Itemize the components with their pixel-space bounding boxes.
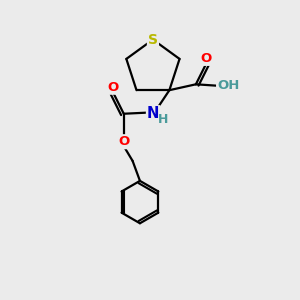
Text: OH: OH: [217, 79, 239, 92]
Text: O: O: [108, 81, 119, 94]
Text: O: O: [201, 52, 212, 65]
Text: S: S: [148, 33, 158, 46]
Text: H: H: [158, 113, 168, 126]
Text: O: O: [118, 135, 129, 148]
Text: N: N: [147, 106, 159, 121]
